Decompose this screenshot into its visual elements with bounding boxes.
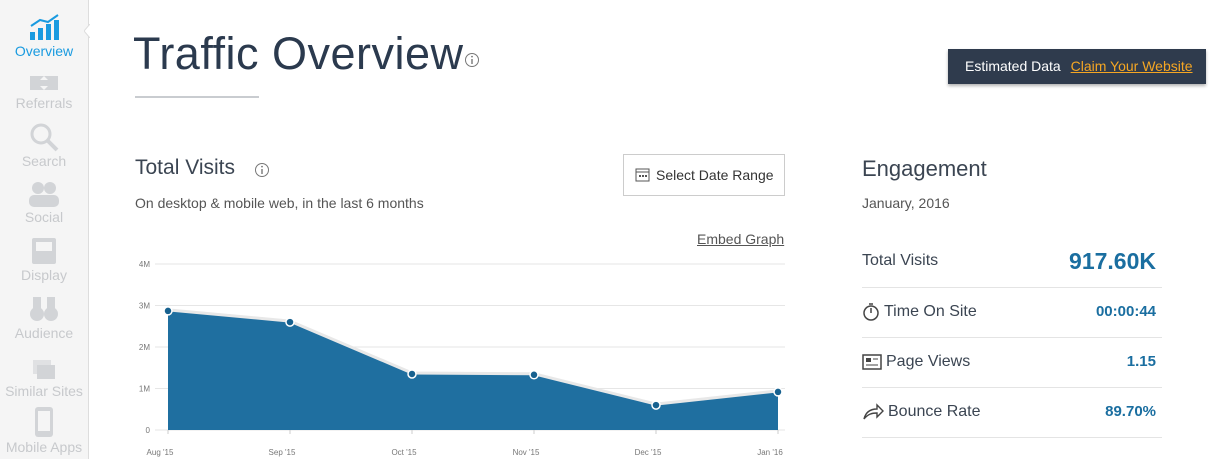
point [529,370,539,380]
x-tick-label: Aug '15 [147,448,174,457]
y-tick-label: 0 [146,426,151,435]
y-tick-label: 2M [139,343,150,352]
y-tick-label: 4M [139,260,150,269]
metric-row: Bounce Rate 89.70% [862,387,1162,438]
line [167,308,779,406]
date-range-button[interactable]: Select Date Range [623,154,785,196]
pages-icon [862,354,882,370]
nav-label: Search [21,153,67,169]
nav-item[interactable]: Referrals [0,72,88,111]
sidebar: Overview Referrals Search Social Display… [0,0,89,459]
point [285,317,295,327]
metric-label: Time On Site [884,303,977,320]
point [407,369,417,379]
y-tick-label: 3M [139,302,150,311]
metric-value: 917.60K [1069,248,1156,274]
metric-row: Page Views 1.15 [862,337,1162,388]
section-subtitle: On desktop & mobile web, in the last 6 m… [135,195,424,211]
embed-link[interactable]: Embed Graph [697,231,785,247]
info-icon[interactable] [254,162,270,178]
x-tick-label: Nov '15 [513,448,540,457]
nav-item[interactable]: Display [0,236,88,283]
banner-text: Estimated Data [965,58,1061,74]
estimate-banner: Estimated Data Claim Your Website [948,49,1206,84]
metric-value: 00:00:44 [1095,303,1156,320]
area [168,310,778,430]
y-tick-label: 1M [139,385,150,394]
nav-item[interactable]: Mobile Apps [0,406,88,455]
x-tick-label: Jan '16 [757,448,783,457]
nav-item[interactable]: Search [0,122,88,169]
title-underline [135,96,259,98]
nav-item[interactable]: Social [0,180,88,225]
metric-label: Total Visits [862,252,939,269]
section-title: Engagement [862,156,987,181]
nav-label: Mobile Apps [5,439,83,455]
metric-row: Time On Site 00:00:44 [862,287,1162,338]
x-tick-label: Sep '15 [269,448,296,457]
nav-label: Referrals [15,95,73,111]
nav-pointer [84,24,90,38]
metric-label: Bounce Rate [888,403,981,420]
nav-item[interactable]: Audience [0,294,88,341]
period: January, 2016 [862,195,950,211]
bounce-icon [863,403,884,420]
metric-row: Total Visits 917.60K [862,236,1162,288]
page-title: Traffic Overview [133,28,464,79]
metric-label: Page Views [886,353,971,370]
nav-label: Similar Sites [5,383,83,399]
info-icon[interactable] [464,52,480,68]
x-tick-label: Oct '15 [391,448,417,457]
point [163,306,173,316]
nav-label: Audience [14,325,74,341]
nav-item[interactable]: Overview [0,14,88,59]
button-label: Select Date Range [656,167,774,183]
metric-value: 1.15 [1126,353,1156,370]
nav-label: Display [21,267,67,283]
x-tick-label: Dec '15 [635,448,662,457]
claim-link[interactable]: Claim Your Website [1070,58,1193,74]
metric-value: 89.70% [1105,403,1156,420]
nav-label: Overview [14,43,74,59]
nav-label: Social [24,209,64,225]
section-title: Total Visits [135,156,235,179]
point [651,400,661,410]
nav-item[interactable]: Similar Sites [0,358,88,399]
timer-icon [863,303,879,321]
point [773,387,783,397]
calendar-icon [635,168,650,182]
